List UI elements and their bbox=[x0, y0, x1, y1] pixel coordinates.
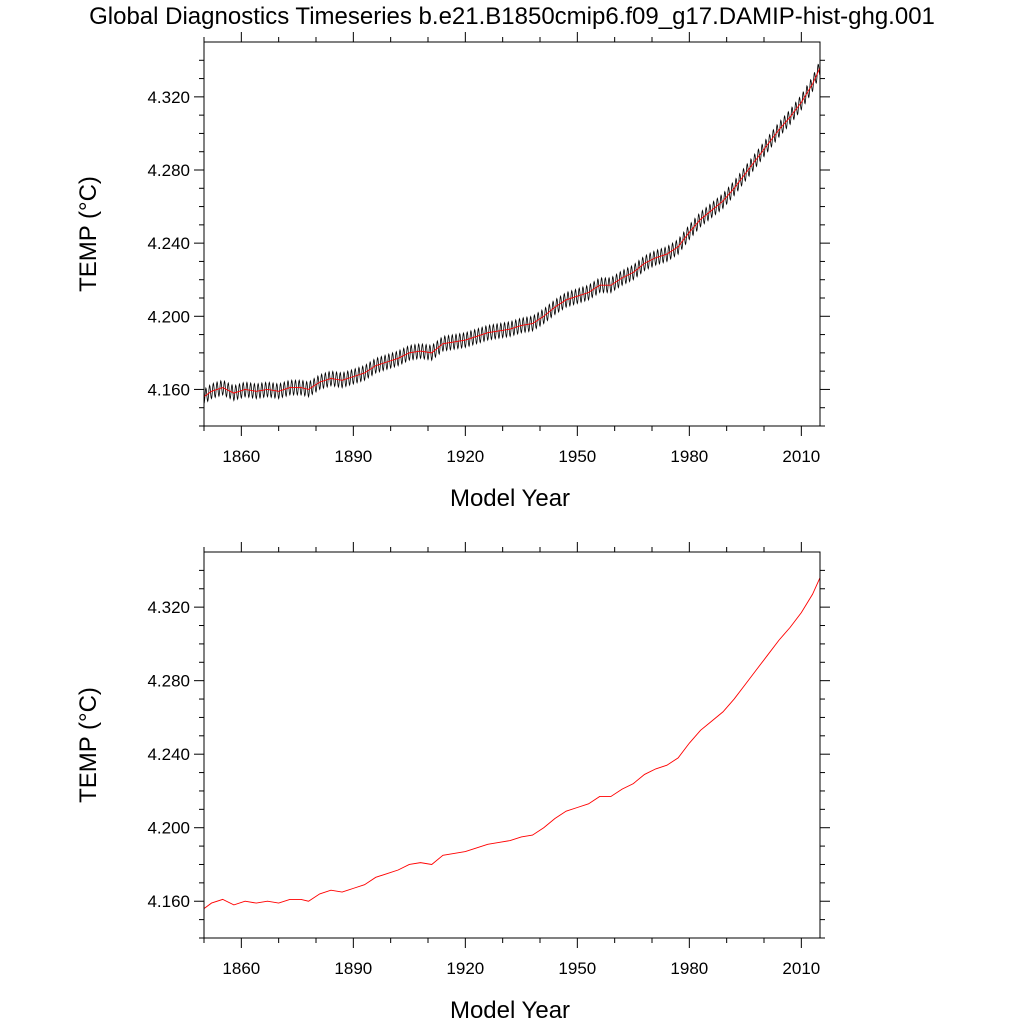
x-tick-label: 1860 bbox=[222, 959, 260, 978]
x-tick-label: 1890 bbox=[334, 959, 372, 978]
y-tick-label: 4.160 bbox=[147, 892, 190, 911]
x-tick-label: 1980 bbox=[670, 447, 708, 466]
x-tick-label: 1920 bbox=[446, 959, 484, 978]
x-tick-label: 1920 bbox=[446, 447, 484, 466]
smoothed-series-line bbox=[203, 67, 821, 398]
monthly-series-line bbox=[203, 63, 821, 405]
bottom-panel-x-tick-labels: 1860 1890 1920 1950 1980 2010 bbox=[222, 959, 820, 978]
bottom-panel-marks bbox=[203, 577, 821, 909]
x-tick-label: 2010 bbox=[782, 959, 820, 978]
top-panel-frame bbox=[203, 41, 821, 427]
y-tick-label: 4.200 bbox=[147, 819, 190, 838]
top-panel-ticks bbox=[194, 32, 830, 436]
chart-title: Global Diagnostics Timeseries b.e21.B185… bbox=[89, 3, 935, 30]
y-tick-label: 4.280 bbox=[147, 161, 190, 180]
bottom-panel-ticks bbox=[194, 542, 830, 948]
top-panel: 1860 1890 1920 1950 1980 2010 4.160 4.200 4.240… bbox=[75, 32, 830, 512]
bottom-panel-frame bbox=[203, 551, 821, 939]
y-tick-label: 4.240 bbox=[147, 745, 190, 764]
top-panel-x-tick-labels: 1860 1890 1920 1950 1980 2010 bbox=[222, 447, 820, 466]
x-tick-label: 1890 bbox=[334, 447, 372, 466]
y-tick-label: 4.160 bbox=[147, 380, 190, 399]
bottom-panel-y-axis-title: TEMP (°C) bbox=[75, 687, 102, 803]
bottom-panel-y-tick-labels: 4.160 4.200 4.240 4.280 4.320 bbox=[147, 598, 190, 911]
y-tick-label: 4.320 bbox=[147, 88, 190, 107]
x-tick-label: 2010 bbox=[782, 447, 820, 466]
top-panel-marks bbox=[203, 63, 821, 405]
bottom-panel: 1860 1890 1920 1950 1980 2010 4.160 4.200 4.240… bbox=[75, 542, 830, 1024]
x-tick-label: 1950 bbox=[558, 959, 596, 978]
x-tick-label: 1950 bbox=[558, 447, 596, 466]
y-tick-label: 4.200 bbox=[147, 307, 190, 326]
smoothed-series-line bbox=[203, 577, 821, 909]
bottom-panel-x-axis-title: Model Year bbox=[450, 997, 570, 1024]
x-tick-label: 1980 bbox=[670, 959, 708, 978]
y-tick-label: 4.280 bbox=[147, 672, 190, 691]
y-tick-label: 4.320 bbox=[147, 598, 190, 617]
top-panel-y-tick-labels: 4.160 4.200 4.240 4.280 4.320 bbox=[147, 88, 190, 400]
top-panel-y-axis-title: TEMP (°C) bbox=[75, 176, 102, 292]
top-panel-x-axis-title: Model Year bbox=[450, 485, 570, 512]
y-tick-label: 4.240 bbox=[147, 234, 190, 253]
x-tick-label: 1860 bbox=[222, 447, 260, 466]
